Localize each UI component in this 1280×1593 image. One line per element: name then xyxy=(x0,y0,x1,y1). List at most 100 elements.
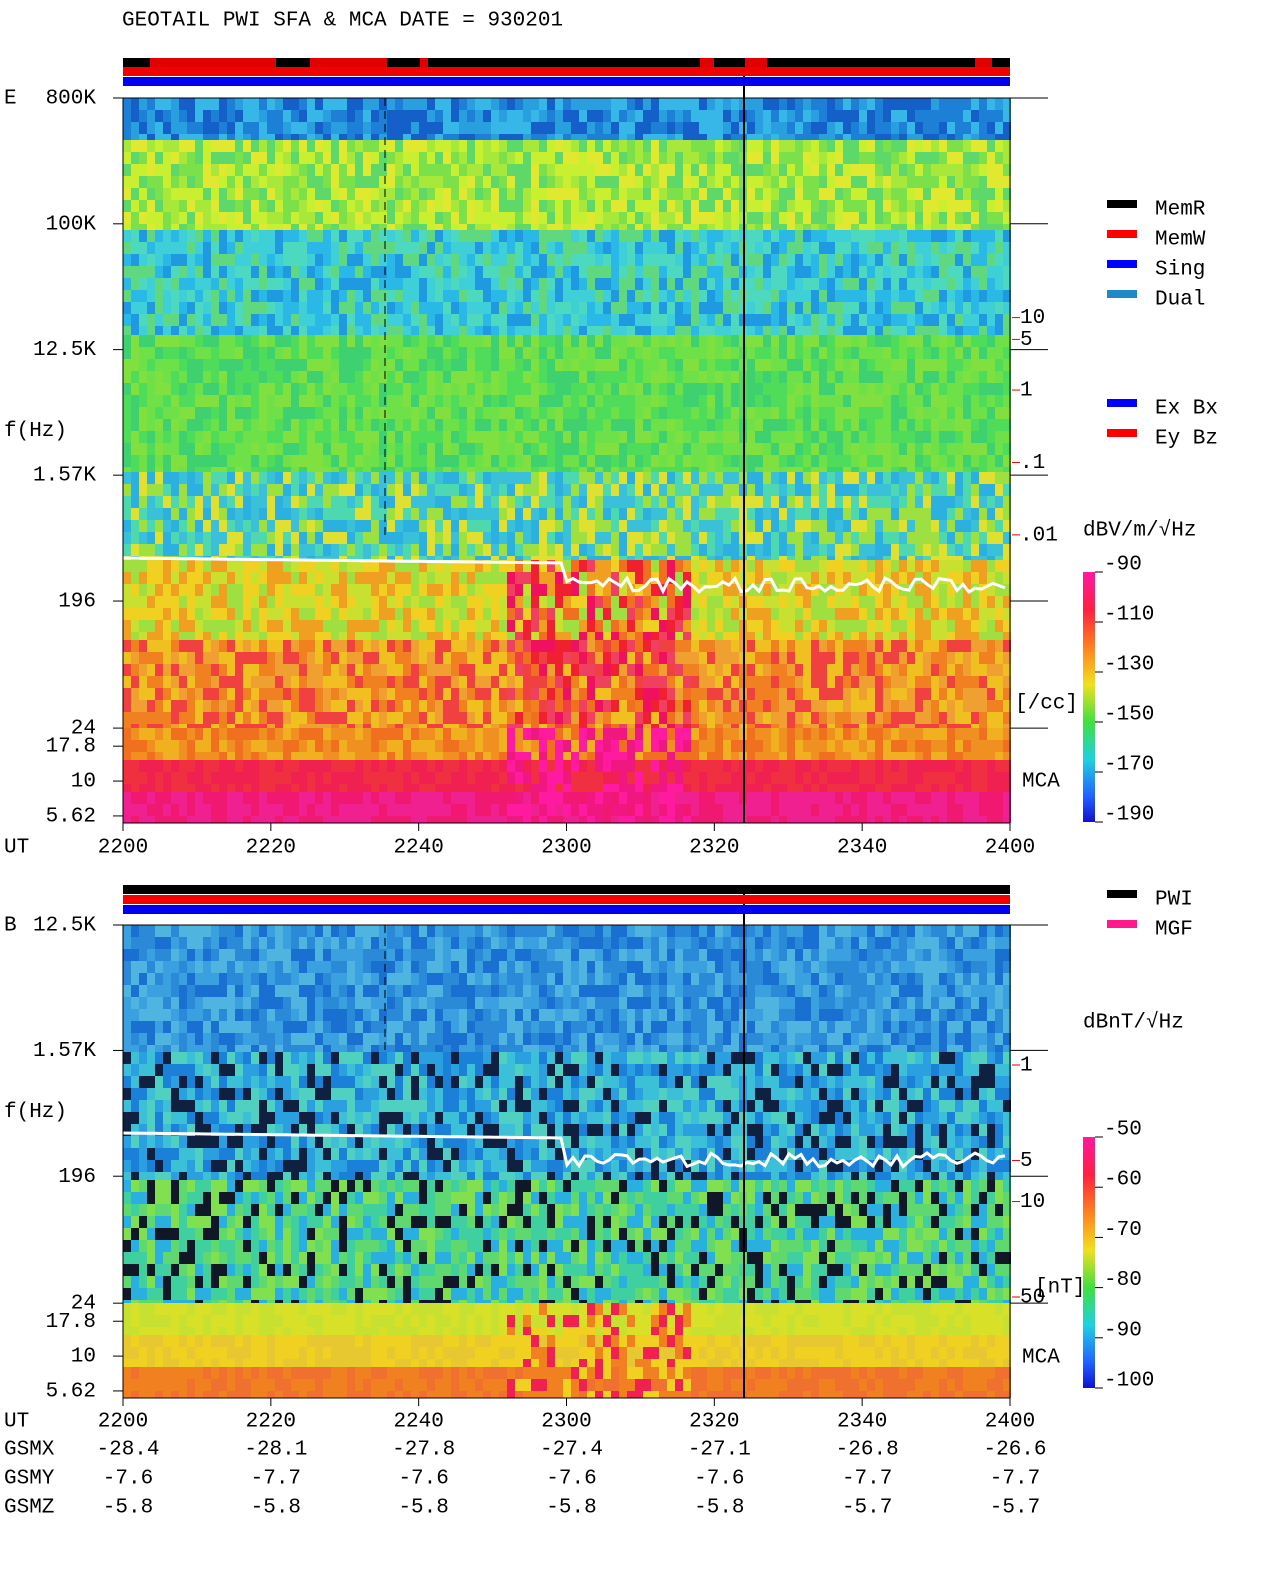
spectrogram-cell xyxy=(587,314,595,326)
spectrogram-cell xyxy=(771,572,779,584)
spectrogram-cell xyxy=(955,224,963,230)
spectrogram-cell xyxy=(363,560,371,572)
spectrogram-cell xyxy=(331,326,339,335)
spectrogram-cell xyxy=(731,335,739,347)
spectrogram-cell xyxy=(627,335,635,347)
spectrogram-cell xyxy=(907,419,915,431)
spectrogram-cell xyxy=(587,383,595,395)
spectrogram-cell xyxy=(443,302,451,314)
spectrogram-cell xyxy=(1003,278,1011,290)
spectrogram-cell xyxy=(243,335,251,347)
spectrogram-cell xyxy=(243,212,251,224)
spectrogram-cell xyxy=(563,188,571,200)
spectrogram-cell xyxy=(611,584,619,596)
spectrogram-cell xyxy=(163,520,171,532)
spectrogram-cell xyxy=(555,544,563,556)
spectrogram-cell xyxy=(651,560,659,572)
spectrogram-cell xyxy=(947,152,955,164)
spectrogram-cell xyxy=(203,383,211,395)
spectrogram-cell xyxy=(947,266,955,278)
spectrogram-cell xyxy=(723,122,731,134)
spectrogram-cell xyxy=(155,560,163,572)
spectrogram-cell xyxy=(819,508,827,520)
spectrogram-cell xyxy=(835,326,843,335)
spectrogram-cell xyxy=(547,508,555,520)
spectrogram-cell xyxy=(923,347,931,359)
spectrogram-cell xyxy=(659,98,667,110)
spectrogram-cell xyxy=(179,266,187,278)
spectrogram-cell xyxy=(171,290,179,302)
spectrogram-cell xyxy=(403,140,411,152)
spectrogram-cell xyxy=(875,431,883,443)
spectrogram-cell xyxy=(579,383,587,395)
spectrogram-cell xyxy=(395,347,403,359)
spectrogram-cell xyxy=(987,560,995,572)
spectrogram-cell xyxy=(699,122,707,134)
spectrogram-cell xyxy=(339,584,347,596)
spectrogram-cell xyxy=(627,188,635,200)
spectrogram-cell xyxy=(971,371,979,383)
spectrogram-cell xyxy=(787,467,795,472)
spectrogram-cell xyxy=(251,467,259,472)
spectrogram-cell xyxy=(363,544,371,556)
spectrogram-cell xyxy=(163,230,171,242)
spectrogram-cell xyxy=(171,188,179,200)
spectrogram-cell xyxy=(499,224,507,230)
spectrogram-cell xyxy=(483,110,491,122)
spectrogram-cell xyxy=(307,371,315,383)
spectrogram-cell xyxy=(923,584,931,596)
spectrogram-cell xyxy=(747,200,755,212)
spectrogram-cell xyxy=(507,176,515,188)
spectrogram-cell xyxy=(579,242,587,254)
spectrogram-cell xyxy=(987,314,995,326)
spectrogram-cell xyxy=(147,122,155,134)
spectrogram-cell xyxy=(531,455,539,467)
spectrogram-cell xyxy=(315,556,323,560)
spectrogram-cell xyxy=(171,134,179,140)
spectrogram-cell xyxy=(931,176,939,188)
spectrogram-cell xyxy=(531,467,539,472)
spectrogram-cell xyxy=(931,314,939,326)
spectrogram-cell xyxy=(275,122,283,134)
spectrogram-cell xyxy=(155,188,163,200)
spectrogram-cell xyxy=(467,496,475,508)
spectrogram-cell xyxy=(811,188,819,200)
spectrogram-cell xyxy=(939,484,947,496)
spectrogram-cell xyxy=(291,560,299,572)
spectrogram-cell xyxy=(187,200,195,212)
spectrogram-cell xyxy=(243,383,251,395)
spectrogram-cell xyxy=(891,140,899,152)
spectrogram-cell xyxy=(715,134,723,140)
spectrogram-cell xyxy=(755,212,763,224)
spectrogram-cell xyxy=(811,496,819,508)
spectrogram-cell xyxy=(507,544,515,556)
spectrogram-cell xyxy=(835,335,843,347)
spectrogram-cell xyxy=(851,371,859,383)
spectrogram-cell xyxy=(1003,472,1011,484)
spectrogram-cell xyxy=(395,467,403,472)
spectrogram-cell xyxy=(435,110,443,122)
spectrogram-cell xyxy=(915,467,923,472)
spectrogram-cell xyxy=(747,383,755,395)
spectrogram-cell xyxy=(427,572,435,584)
spectrogram-cell xyxy=(339,290,347,302)
spectrogram-cell xyxy=(291,532,299,544)
spectrogram-cell xyxy=(251,584,259,596)
spectrogram-cell xyxy=(243,176,251,188)
spectrogram-cell xyxy=(803,164,811,176)
spectrogram-cell xyxy=(603,560,611,572)
spectrogram-cell xyxy=(515,371,523,383)
spectrogram-cell xyxy=(587,484,595,496)
spectrogram-cell xyxy=(179,314,187,326)
spectrogram-cell xyxy=(931,371,939,383)
spectrogram-cell xyxy=(491,419,499,431)
spectrogram-cell xyxy=(963,335,971,347)
spectrogram-cell xyxy=(227,532,235,544)
spectrogram-cell xyxy=(219,407,227,419)
spectrogram-cell xyxy=(179,467,187,472)
spectrogram-cell xyxy=(387,314,395,326)
spectrogram-cell xyxy=(515,584,523,596)
spectrogram-cell xyxy=(611,314,619,326)
spectrogram-cell xyxy=(459,508,467,520)
spectrogram-cell xyxy=(267,347,275,359)
